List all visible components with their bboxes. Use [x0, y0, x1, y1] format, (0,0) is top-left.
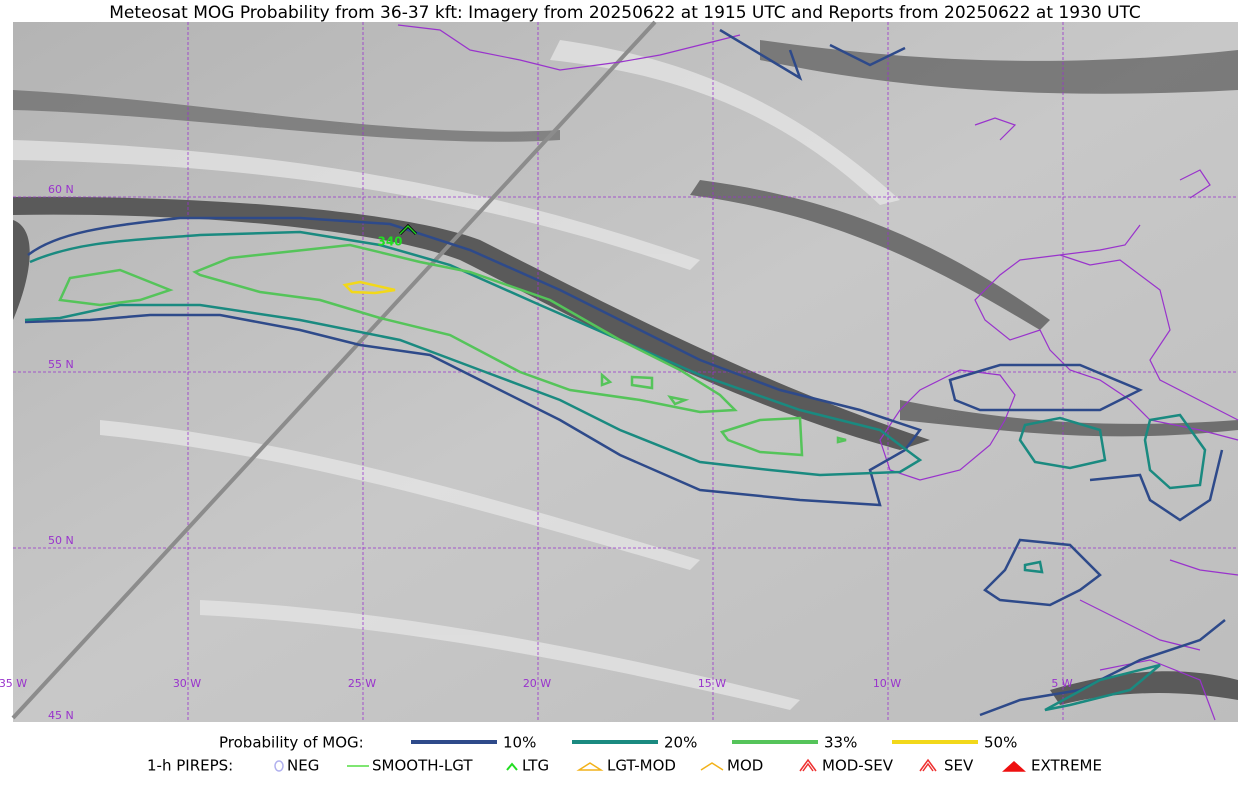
- pirep-report: 340: [377, 223, 418, 249]
- pirep-label: NEG: [287, 757, 319, 775]
- report-label: 340: [377, 235, 402, 249]
- legend-label: 20%: [664, 734, 697, 752]
- lon-label: 25 W: [348, 677, 376, 690]
- legend: Probability of MOG: 1-h PIREPS: 10% 20% 33…: [147, 734, 1102, 775]
- pirep-label: MOD-SEV: [822, 757, 894, 775]
- pirep-label: MOD: [727, 757, 763, 775]
- light-cloud-streaks: [13, 40, 900, 710]
- graticule: [13, 22, 1238, 722]
- lon-label: 5 W: [1051, 677, 1072, 690]
- pirep-label: LGT-MOD: [607, 757, 676, 775]
- contour: [24, 230, 923, 477]
- pirep-label: SMOOTH-LGT: [372, 757, 473, 775]
- dark-cloud-bands: [13, 40, 1238, 705]
- contour: [58, 268, 174, 307]
- map: 340 60 N 55 N 50 N 45 N 35 W 30 W 25 W 20 W 15 …: [0, 20, 1239, 722]
- legend-label: 33%: [824, 734, 857, 752]
- mog-legend-title: Probability of MOG:: [219, 734, 364, 752]
- lat-label: 50 N: [48, 534, 74, 547]
- satellite-track: [11, 20, 657, 720]
- contour: [1018, 413, 1207, 712]
- lat-labels: 60 N 55 N 50 N 45 N: [48, 183, 74, 722]
- contour: [24, 216, 923, 507]
- pirep-label: SEV: [944, 757, 974, 775]
- lon-labels: 35 W 30 W 25 W 20 W 15 W 10 W 5 W: [0, 677, 1073, 690]
- contour: [719, 28, 1144, 412]
- lat-label: 45 N: [48, 709, 74, 722]
- lon-label: 30 W: [173, 677, 201, 690]
- lon-label: 35 W: [0, 677, 27, 690]
- pirep-legend-title: 1-h PIREPS:: [147, 757, 233, 775]
- pirep-icons: [274, 758, 1026, 772]
- contour: [979, 619, 1226, 717]
- contour: [600, 372, 847, 457]
- lon-label: 15 W: [698, 677, 726, 690]
- contour: [983, 449, 1224, 607]
- pirep-label: LTG: [522, 757, 549, 775]
- contour: [192, 243, 738, 414]
- legend-label: 10%: [503, 734, 536, 752]
- lat-label: 55 N: [48, 358, 74, 371]
- lat-label: 60 N: [48, 183, 74, 196]
- coastlines: [397, 24, 1239, 721]
- contour: [342, 280, 396, 295]
- lon-label: 20 W: [523, 677, 551, 690]
- pirep-label: EXTREME: [1031, 757, 1102, 775]
- title: Meteosat MOG Probability from 36-37 kft:…: [109, 3, 1141, 23]
- legend-label: 50%: [984, 734, 1017, 752]
- lon-label: 10 W: [873, 677, 901, 690]
- mog-contours: [24, 28, 1226, 717]
